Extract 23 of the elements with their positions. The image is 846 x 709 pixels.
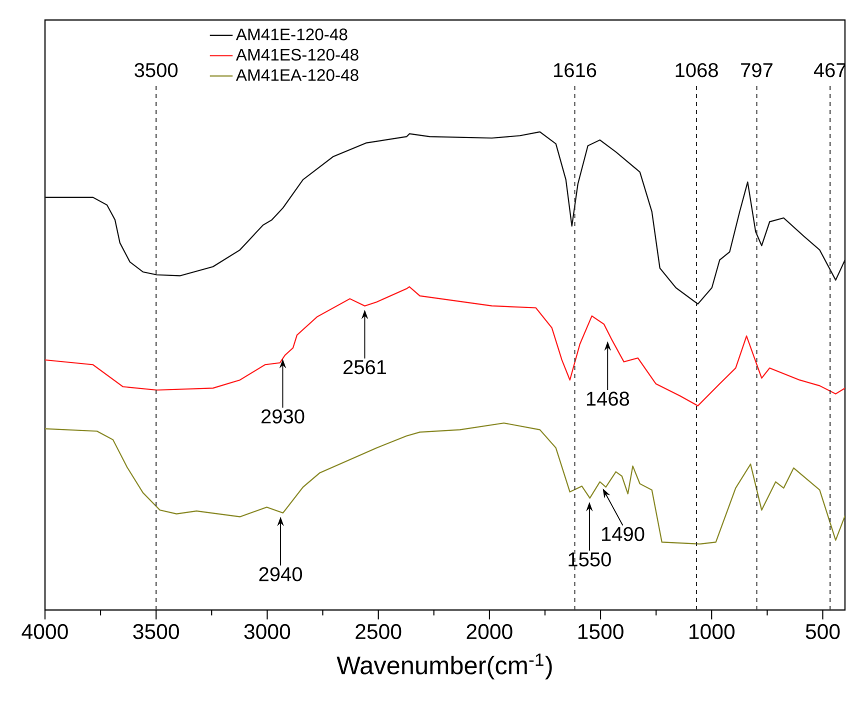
x-tick-label: 3500: [133, 624, 179, 640]
ref-line-label: 467: [814, 63, 846, 78]
x-axis-title: Wavenumber(cm$^{-1}$): [336, 654, 552, 680]
annotation: 2561: [344, 360, 386, 374]
legend-label: AM41E-120-48: [236, 28, 348, 40]
ref-line-label: 1616: [554, 63, 596, 78]
x-tick-label: 2000: [466, 624, 512, 640]
x-tick-label: 1500: [578, 624, 624, 640]
annotation: 1468: [586, 392, 630, 406]
annotation: 2940: [259, 567, 302, 582]
x-tick-label: 3000: [244, 624, 290, 640]
ref-line-label: 3500: [134, 63, 178, 78]
x-tick-label: 1000: [690, 624, 735, 640]
x-tick-label: 500: [806, 624, 840, 640]
annotation: 2930: [262, 409, 304, 424]
annotation: 1490: [602, 526, 644, 542]
annotation: 1550: [568, 552, 611, 566]
ref-line-label: 797: [741, 63, 772, 78]
x-tick-label: 2500: [356, 624, 402, 640]
legend-label: AM41EA-120-48: [236, 69, 358, 81]
legend-label: AM41ES-120-48: [236, 48, 358, 61]
x-tick-label: 4000: [22, 624, 68, 640]
ref-line-label: 1068: [676, 63, 718, 78]
